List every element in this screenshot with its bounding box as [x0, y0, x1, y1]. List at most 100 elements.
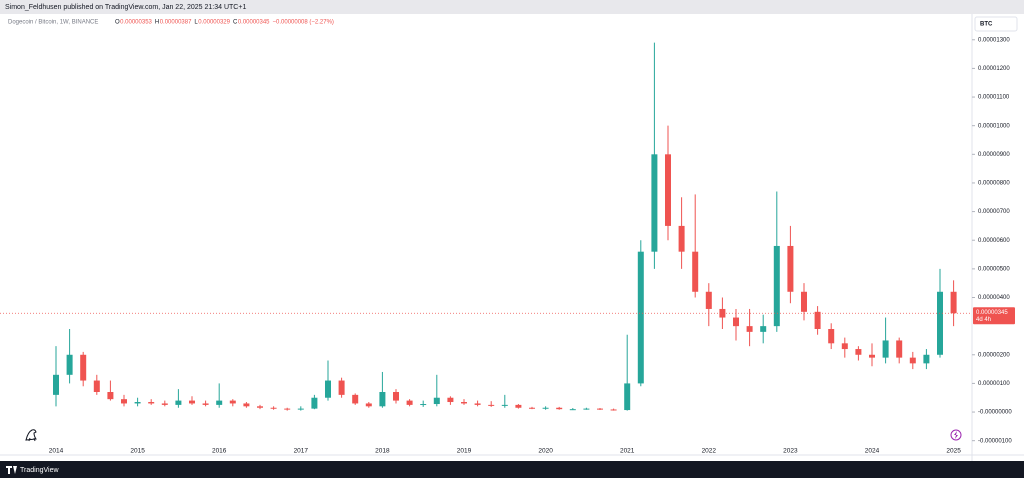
candle-body [461, 402, 467, 404]
publisher: Simon_Feldhusen published on TradingView… [5, 4, 246, 11]
legend-h-value: 0.00000387 [160, 20, 192, 26]
countdown: 4d 4h [976, 317, 991, 323]
candle-body [134, 402, 141, 404]
candle-body [610, 409, 617, 411]
brand-logo [6, 466, 17, 474]
legend-l-value: 0.00000329 [198, 20, 230, 26]
candle-body [651, 154, 658, 252]
x-tick-label: 2015 [130, 448, 145, 455]
event-icon[interactable] [950, 429, 962, 441]
candle-body [297, 408, 304, 410]
candle-body [556, 407, 563, 410]
x-tick-label: 2018 [375, 448, 390, 455]
x-tick-label: 2017 [294, 448, 309, 455]
candle-body [107, 392, 114, 400]
candle-body [66, 354, 73, 375]
x-tick-label: 2016 [212, 448, 227, 455]
last-price-box [973, 307, 1015, 325]
last-price-label: 0.00000345 [976, 310, 1008, 316]
x-tick-label: 2014 [49, 448, 64, 455]
x-tick-label: 2019 [457, 448, 472, 455]
candle-body [284, 408, 291, 410]
x-tick-label: 2025 [946, 448, 961, 455]
candle-body [705, 291, 712, 309]
candle-body [937, 291, 943, 355]
candle-body [474, 403, 481, 405]
candle-body [665, 154, 671, 226]
logo-icon [25, 429, 37, 442]
candle-body [801, 291, 807, 312]
candle-body [746, 326, 753, 332]
candle-body [148, 402, 155, 404]
y-tick-label: 0.00000200 [978, 352, 1010, 358]
candle-body [352, 394, 359, 404]
candle-body [447, 397, 454, 403]
event-bolt [954, 431, 958, 439]
candle-body [869, 354, 875, 358]
candle-body [773, 245, 780, 327]
candle-body [637, 251, 644, 384]
x-tick-label: 2021 [620, 448, 635, 455]
candle-body [243, 403, 250, 407]
y-tick-label: 0.00001300 [978, 37, 1010, 43]
y-tick-label: 0.00000500 [978, 266, 1010, 272]
candle-body [896, 340, 903, 358]
candle-body [597, 408, 603, 410]
candle-body [161, 403, 168, 405]
candle-body [882, 340, 889, 358]
candle-body [529, 407, 535, 409]
legend-l: L [194, 20, 198, 26]
candle-body [692, 251, 699, 292]
y-tick-label: 0.00000100 [978, 381, 1010, 387]
legend-c: C [233, 20, 238, 26]
candle-body [855, 349, 862, 355]
legend-change: −0.00000008 (−2.27%) [273, 20, 334, 26]
candle-body [365, 403, 372, 407]
candle-body [501, 404, 508, 406]
candle-body [175, 400, 182, 405]
candle-body [542, 407, 549, 409]
candle-body [189, 400, 195, 404]
top-strip [0, 0, 1024, 14]
y-tick-label: -0.00000000 [978, 410, 1012, 416]
candle-body [53, 374, 59, 395]
footer-bar [0, 461, 1024, 478]
symbol-title: Dogecoin / Bitcoin, 1W, BINANCE [8, 20, 98, 26]
y-tick-label: 0.00001000 [978, 123, 1010, 129]
candle-body [257, 406, 263, 408]
candle-body [121, 399, 127, 404]
y-tick-label: 0.00000600 [978, 238, 1010, 244]
x-tick-label: 2024 [865, 448, 880, 455]
candle-body [420, 404, 427, 406]
candle-body [325, 380, 331, 398]
candle-body [923, 354, 930, 364]
y-tick-label: 0.00000900 [978, 152, 1010, 158]
candle-body [216, 400, 223, 405]
y-tick-label: 0.00001100 [978, 95, 1010, 101]
y-tick-label: 0.00000700 [978, 209, 1010, 215]
x-tick-label: 2023 [783, 448, 798, 455]
candle-body [950, 291, 957, 314]
legend-o: O [115, 20, 120, 26]
candle-body [515, 404, 522, 408]
y-tick-label: 0.00000400 [978, 295, 1010, 301]
candle-body [229, 400, 236, 404]
candle-body [841, 343, 848, 350]
candle-body [80, 354, 87, 381]
legend-h: H [155, 20, 159, 26]
ohlc-legend: O 0.00000353 H 0.00000387 L 0.00000329 C 0.0000… [115, 20, 334, 26]
candle-body [393, 392, 399, 401]
candle-body [624, 383, 631, 411]
candle-body [338, 380, 345, 395]
candle-body [678, 225, 685, 252]
candle-body [93, 380, 100, 392]
candle-body [828, 329, 835, 344]
candle-body [909, 357, 916, 364]
legend-c-value: 0.00000345 [238, 20, 270, 26]
currency-button[interactable] [974, 16, 1018, 32]
y-tick-label: 0.00001200 [978, 66, 1010, 72]
y-tick-label: 0.00000800 [978, 181, 1010, 187]
candle-body [733, 317, 739, 327]
